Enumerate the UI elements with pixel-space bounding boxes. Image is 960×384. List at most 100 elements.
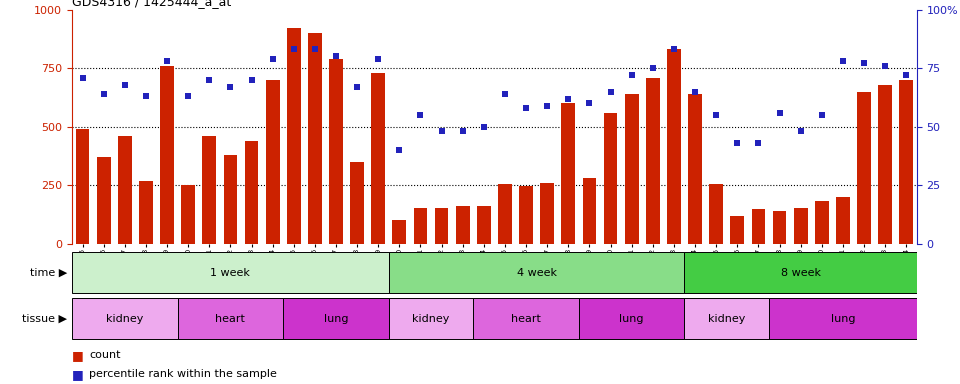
Point bbox=[223, 84, 238, 90]
Point bbox=[518, 105, 534, 111]
Bar bbox=[72, 298, 178, 339]
Text: ■: ■ bbox=[72, 349, 84, 362]
Point bbox=[877, 63, 893, 69]
Bar bbox=[287, 28, 300, 244]
Bar bbox=[393, 220, 406, 244]
Bar bbox=[684, 298, 769, 339]
Bar bbox=[540, 183, 554, 244]
Point bbox=[497, 91, 513, 97]
Bar bbox=[773, 211, 786, 244]
Bar bbox=[72, 252, 389, 293]
Point bbox=[772, 109, 787, 116]
Point bbox=[540, 103, 555, 109]
Bar bbox=[473, 298, 579, 339]
Text: heart: heart bbox=[215, 314, 246, 324]
Text: 1 week: 1 week bbox=[210, 268, 251, 278]
Bar bbox=[76, 129, 89, 244]
Text: time ▶: time ▶ bbox=[30, 268, 67, 278]
Point bbox=[307, 46, 323, 53]
Bar bbox=[794, 207, 807, 244]
Point bbox=[814, 112, 829, 118]
Bar bbox=[266, 80, 279, 244]
Bar bbox=[435, 207, 448, 244]
Point bbox=[202, 77, 217, 83]
Point bbox=[582, 100, 597, 106]
Bar bbox=[245, 141, 258, 244]
Text: percentile rank within the sample: percentile rank within the sample bbox=[89, 369, 277, 379]
Bar bbox=[878, 84, 892, 244]
Bar bbox=[160, 66, 174, 244]
Bar bbox=[178, 298, 283, 339]
Point bbox=[455, 128, 470, 134]
Bar bbox=[203, 136, 216, 244]
Text: 4 week: 4 week bbox=[516, 268, 557, 278]
Point bbox=[244, 77, 259, 83]
Bar bbox=[372, 73, 385, 244]
Bar bbox=[118, 136, 132, 244]
Text: GDS4316 / 1425444_a_at: GDS4316 / 1425444_a_at bbox=[72, 0, 231, 8]
Point bbox=[328, 53, 344, 60]
Bar bbox=[646, 78, 660, 244]
Point bbox=[265, 56, 280, 62]
Bar bbox=[688, 94, 702, 244]
Point bbox=[603, 89, 618, 95]
Text: lung: lung bbox=[324, 314, 348, 324]
Bar bbox=[684, 252, 917, 293]
Text: heart: heart bbox=[511, 314, 541, 324]
Point bbox=[138, 93, 154, 99]
Point bbox=[371, 56, 386, 62]
Text: lung: lung bbox=[619, 314, 644, 324]
Bar bbox=[181, 185, 195, 244]
Point bbox=[159, 58, 175, 64]
Bar bbox=[769, 298, 917, 339]
Point bbox=[856, 60, 872, 66]
Point bbox=[899, 72, 914, 78]
Point bbox=[96, 91, 111, 97]
Point bbox=[624, 72, 639, 78]
Point bbox=[666, 46, 682, 53]
Point bbox=[645, 65, 660, 71]
Bar bbox=[308, 33, 322, 244]
Text: tissue ▶: tissue ▶ bbox=[22, 314, 67, 324]
Bar bbox=[283, 298, 389, 339]
Text: kidney: kidney bbox=[107, 314, 143, 324]
Text: kidney: kidney bbox=[708, 314, 745, 324]
Bar bbox=[625, 94, 638, 244]
Bar bbox=[604, 113, 617, 244]
Point bbox=[687, 89, 703, 95]
Point bbox=[286, 46, 301, 53]
Bar bbox=[836, 197, 850, 244]
Bar bbox=[815, 200, 828, 244]
Bar bbox=[389, 298, 473, 339]
Bar bbox=[519, 187, 533, 244]
Bar bbox=[562, 103, 575, 244]
Point bbox=[117, 81, 132, 88]
Point bbox=[180, 93, 196, 99]
Point bbox=[413, 112, 428, 118]
Text: lung: lung bbox=[830, 314, 855, 324]
Bar bbox=[667, 50, 681, 244]
Bar bbox=[456, 206, 469, 244]
Point bbox=[793, 128, 808, 134]
Point bbox=[392, 147, 407, 153]
Point bbox=[349, 84, 365, 90]
Text: 8 week: 8 week bbox=[780, 268, 821, 278]
Point bbox=[835, 58, 851, 64]
Bar bbox=[414, 207, 427, 244]
Bar bbox=[389, 252, 684, 293]
Bar bbox=[224, 155, 237, 244]
Point bbox=[730, 140, 745, 146]
Bar bbox=[329, 59, 343, 244]
Bar bbox=[583, 178, 596, 244]
Bar bbox=[857, 92, 871, 244]
Point bbox=[561, 96, 576, 102]
Point bbox=[708, 112, 724, 118]
Point bbox=[751, 140, 766, 146]
Bar bbox=[498, 184, 512, 244]
Point bbox=[434, 128, 449, 134]
Text: count: count bbox=[89, 350, 121, 360]
Bar bbox=[752, 209, 765, 244]
Bar bbox=[709, 184, 723, 244]
Point bbox=[75, 74, 90, 81]
Bar bbox=[350, 162, 364, 244]
